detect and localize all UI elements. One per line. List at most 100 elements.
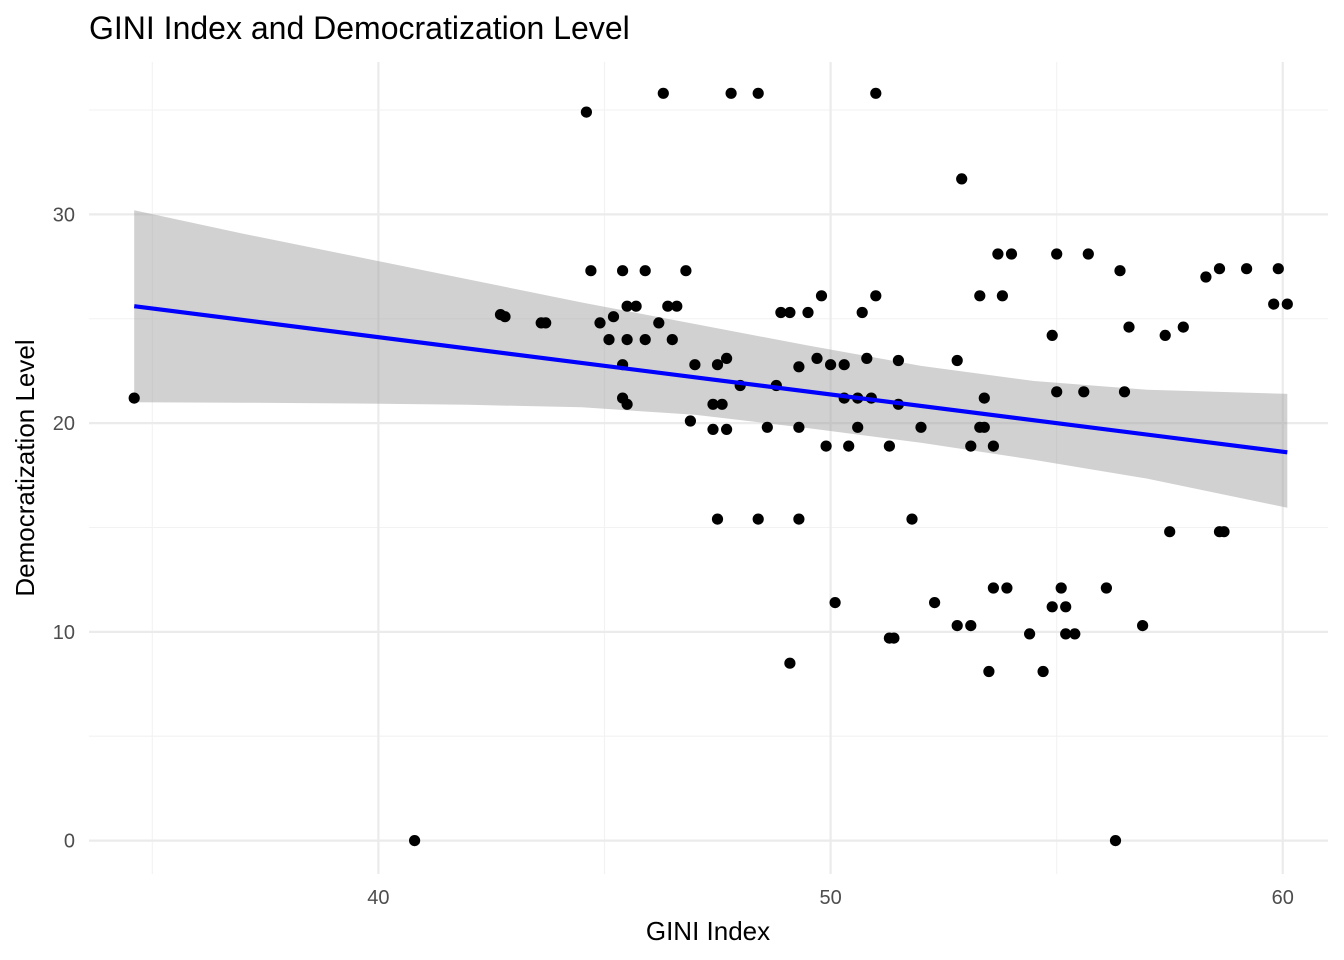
data-point [1123, 321, 1135, 333]
data-point [1114, 265, 1126, 277]
data-point [617, 265, 629, 277]
data-point [607, 311, 620, 323]
grid-lines [89, 62, 1328, 874]
data-point [820, 440, 832, 452]
data-point [965, 620, 977, 632]
data-point [671, 300, 683, 312]
data-point [775, 306, 787, 319]
data-point [1005, 248, 1018, 260]
data-point [1037, 665, 1049, 678]
data-point [711, 513, 724, 525]
data-point [915, 421, 927, 433]
y-axis-title: Democratization Level [10, 339, 40, 596]
data-point [657, 87, 669, 99]
data-point [1060, 628, 1072, 640]
data-point [929, 597, 941, 609]
data-point [951, 620, 963, 632]
data-point [1213, 263, 1226, 275]
data-point [852, 421, 864, 433]
data-point [585, 265, 597, 277]
data-point [784, 657, 796, 669]
data-point [861, 352, 873, 364]
data-point [1100, 582, 1112, 594]
data-point [580, 106, 593, 118]
data-point [956, 173, 968, 185]
data-point [630, 300, 642, 312]
trend-line [133, 304, 1288, 455]
data-point [540, 317, 552, 329]
data-point [1024, 628, 1036, 640]
data-point [1046, 329, 1058, 341]
data-point [721, 352, 733, 364]
data-point [761, 421, 773, 433]
data-point [1272, 263, 1284, 275]
data-point [1001, 582, 1013, 594]
data-point [906, 513, 918, 525]
data-point [974, 290, 986, 302]
data-point [811, 352, 823, 364]
data-point [680, 265, 692, 277]
data-point [711, 359, 724, 371]
data-point [951, 354, 963, 367]
data-point [793, 513, 805, 525]
data-point [725, 87, 737, 99]
data-point [621, 300, 633, 312]
data-point [752, 513, 764, 525]
data-point [802, 306, 814, 319]
x-tick-label: 40 [367, 887, 389, 909]
data-point [888, 632, 900, 644]
data-point [1159, 329, 1171, 341]
data-point [1177, 321, 1189, 333]
data-point [621, 398, 633, 410]
data-point [829, 597, 841, 609]
data-point [666, 334, 678, 346]
data-point [793, 421, 805, 433]
data-point [1200, 271, 1212, 283]
chart-title: GINI Index and Democratization Level [89, 10, 630, 46]
data-point [603, 334, 615, 346]
confidence-band-layer [134, 210, 1288, 508]
data-point [707, 423, 719, 435]
data-point [1051, 248, 1063, 260]
data-point [662, 300, 674, 312]
data-point [409, 835, 421, 847]
y-tick-label: 30 [53, 204, 75, 226]
data-point [716, 398, 728, 410]
data-point [815, 290, 828, 302]
data-point [965, 440, 977, 452]
data-point [870, 87, 882, 99]
trend-line-layer [133, 304, 1288, 455]
data-point [793, 361, 805, 373]
data-point [594, 317, 606, 329]
data-point [1082, 248, 1094, 260]
y-tick-label: 10 [53, 622, 75, 644]
x-axis-title: GINI Index [646, 916, 770, 946]
data-point [1281, 298, 1293, 310]
data-point [870, 290, 882, 302]
data-point [689, 359, 701, 371]
data-point [128, 392, 140, 404]
data-point [621, 334, 633, 346]
data-point [707, 398, 719, 410]
data-point [843, 440, 855, 452]
data-point [784, 306, 796, 319]
y-tick-label: 0 [64, 831, 75, 853]
data-point [996, 290, 1009, 302]
data-point [1046, 601, 1058, 613]
data-point [838, 359, 850, 371]
data-point [684, 415, 697, 427]
data-point [892, 354, 905, 367]
data-point [1051, 386, 1063, 398]
data-point [1137, 620, 1149, 632]
data-point [987, 440, 1000, 452]
data-point [987, 582, 1000, 594]
data-point [721, 423, 733, 435]
tick-labels: 40 50 60 0 10 20 30 [53, 204, 1294, 909]
data-point [978, 421, 990, 433]
data-point [983, 665, 995, 678]
data-point [1109, 835, 1122, 847]
data-point [978, 392, 990, 404]
x-tick-label: 60 [1272, 887, 1294, 909]
data-point [752, 87, 764, 99]
